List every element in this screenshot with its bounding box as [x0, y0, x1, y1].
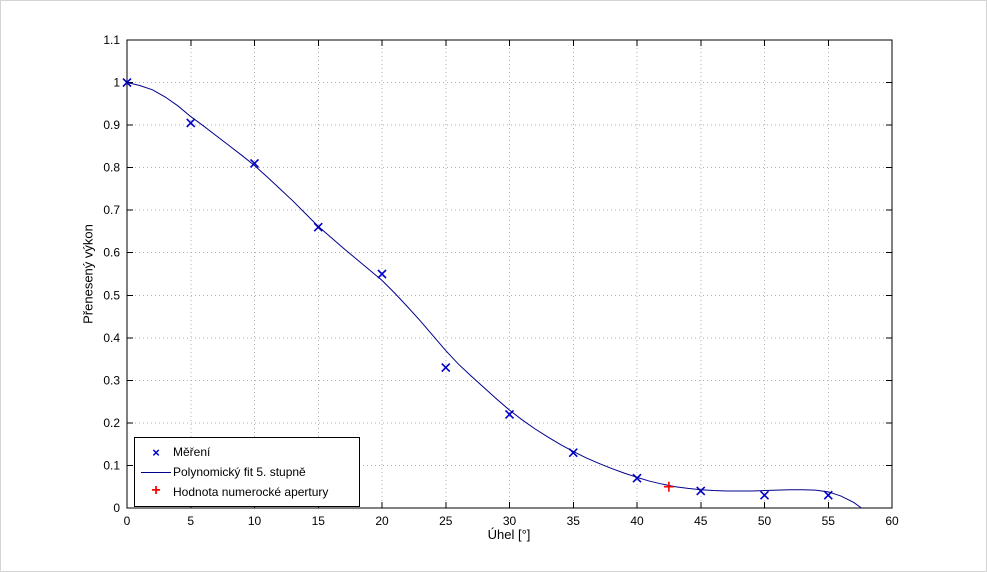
measurement-marker	[759, 490, 770, 500]
y-tick-label: 0.4	[103, 331, 120, 345]
x-tick-label: 5	[187, 514, 194, 528]
measurement-marker	[377, 269, 387, 279]
y-tick-label: 0.2	[103, 416, 120, 430]
x-tick-label: 60	[885, 514, 899, 528]
legend-marker-cell: +	[139, 482, 173, 499]
legend: × Měření Polynomický fit 5. stupně + Hod…	[134, 437, 360, 507]
measurement-marker	[441, 363, 451, 373]
y-tick-label: 0	[113, 501, 120, 515]
x-tick-label: 25	[439, 514, 453, 528]
x-tick-label: 15	[312, 514, 326, 528]
y-tick-label: 0.9	[103, 118, 120, 132]
measurement-marker	[313, 222, 323, 232]
x-tick-label: 20	[375, 514, 389, 528]
measurement-marker	[568, 448, 578, 458]
x-axis-label: Úhel [°]	[487, 527, 531, 542]
legend-item-fit: Polynomický fit 5. stupně	[139, 462, 353, 482]
legend-item-apertura: + Hodnota numerocké apertury	[139, 482, 353, 502]
x-tick-label: 30	[503, 514, 517, 528]
measurement-marker	[249, 158, 260, 168]
legend-x-marker-icon: ×	[152, 444, 160, 460]
y-tick-label: 1	[113, 76, 120, 90]
x-tick-label: 40	[630, 514, 644, 528]
x-tick-label: 55	[822, 514, 836, 528]
legend-plus-marker-icon: +	[151, 482, 161, 499]
y-tick-label: 0.3	[103, 373, 120, 387]
measurement-marker	[696, 486, 706, 496]
measurement-marker	[186, 118, 196, 128]
legend-label-apertura: Hodnota numerocké apertury	[173, 485, 329, 499]
x-tick-label: 0	[124, 514, 131, 528]
legend-marker-cell: ×	[139, 446, 173, 459]
y-tick-label: 0.5	[103, 288, 120, 302]
y-tick-label: 0.6	[103, 246, 120, 260]
legend-line-marker-icon	[141, 471, 171, 473]
legend-marker-cell	[139, 471, 173, 473]
x-tick-label: 45	[694, 514, 708, 528]
x-tick-label: 50	[758, 514, 772, 528]
x-tick-label: 10	[248, 514, 262, 528]
measurement-marker	[632, 473, 642, 483]
y-tick-label: 0.7	[103, 203, 120, 217]
legend-label-mereni: Měření	[173, 445, 211, 459]
x-tick-label: 35	[567, 514, 581, 528]
y-tick-label: 0.8	[103, 161, 120, 175]
y-tick-label: 1.1	[103, 33, 120, 47]
y-tick-label: 0.1	[103, 458, 120, 472]
legend-label-fit: Polynomický fit 5. stupně	[173, 465, 306, 479]
legend-item-mereni: × Měření	[139, 442, 353, 462]
fit-line	[126, 82, 862, 509]
y-axis-label: Přenesený výkon	[80, 224, 96, 324]
